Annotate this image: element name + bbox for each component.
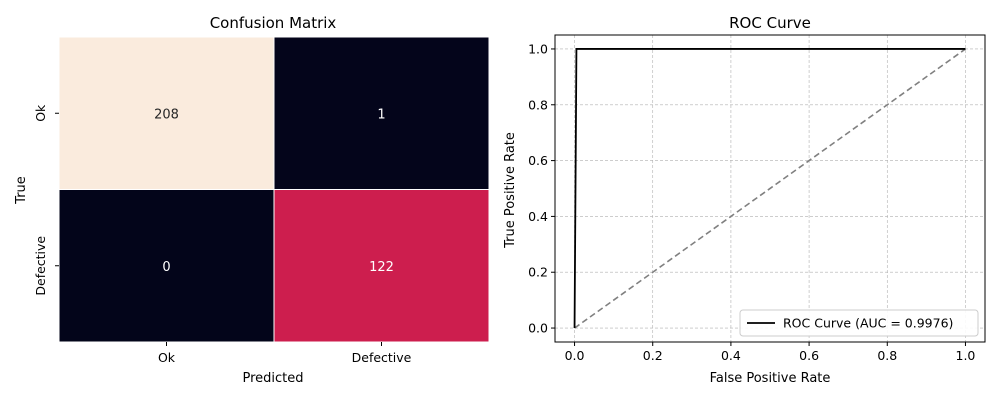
cm-cell (273, 189, 490, 343)
cm-title: Confusion Matrix (210, 14, 337, 32)
roc-x-tick-label: 0.8 (877, 348, 897, 363)
cm-cell-value: 208 (154, 107, 179, 122)
roc-legend: ROC Curve (AUC = 0.9976) (739, 309, 979, 337)
confusion-matrix-panel: Confusion Matrix 208 1 0 122 Ok Defective Ok… (14, 14, 490, 386)
cm-x-tick-labels: Ok Defective (158, 342, 412, 365)
roc-y-tick-label: 0.6 (528, 153, 548, 168)
roc-y-tick-label: 0.8 (528, 97, 548, 112)
cm-cell-value: 122 (369, 260, 394, 275)
roc-y-tick-label: 0.2 (528, 265, 548, 280)
roc-ylabel: True Positive Rate (503, 132, 518, 249)
roc-y-tick-label: 0.0 (528, 321, 548, 336)
roc-title: ROC Curve (729, 14, 811, 32)
roc-y-tick-label: 1.0 (528, 41, 548, 56)
cm-ylabel: True (14, 176, 29, 205)
cm-y-tick-labels: Ok Defective (33, 104, 59, 296)
cm-cell (58, 189, 275, 343)
cm-cell-value: 0 (162, 260, 170, 275)
roc-tick-labels: 0.0 0.2 0.4 0.6 0.8 1.0 0.0 0.2 0.4 0.6 0.8 1.0 (528, 41, 975, 363)
roc-x-tick-label: 0.4 (721, 348, 741, 363)
legend-box (739, 309, 979, 337)
cm-y-tick-label: Ok (33, 104, 48, 122)
roc-x-tick-label: 1.0 (956, 348, 976, 363)
cm-x-tick-label: Ok (158, 350, 176, 365)
cm-y-tick-label: Defective (33, 236, 48, 296)
roc-x-tick-label: 0.6 (799, 348, 819, 363)
roc-x-tick-label: 0.2 (643, 348, 663, 363)
cm-cell (58, 36, 275, 190)
cm-cell (273, 36, 490, 190)
legend-label: ROC Curve (AUC = 0.9976) (783, 316, 953, 331)
cm-x-tick-label: Defective (352, 350, 412, 365)
roc-y-tick-label: 0.4 (528, 209, 548, 224)
cm-xlabel: Predicted (242, 371, 303, 386)
chance-diagonal-line (574, 48, 966, 329)
roc-axes-frame (554, 34, 986, 343)
roc-panel: ROC Curve 0.0 0.2 0.4 0.6 0.8 1.0 0.0 0.2 0.4 0.6… (503, 14, 986, 386)
cm-cells: 208 1 0 122 (58, 36, 490, 343)
roc-x-tick-label: 0.0 (565, 348, 585, 363)
roc-curve-line (573, 48, 966, 329)
roc-xlabel: False Positive Rate (710, 371, 831, 386)
cm-cell-value: 1 (377, 107, 385, 122)
roc-lines (573, 48, 966, 329)
